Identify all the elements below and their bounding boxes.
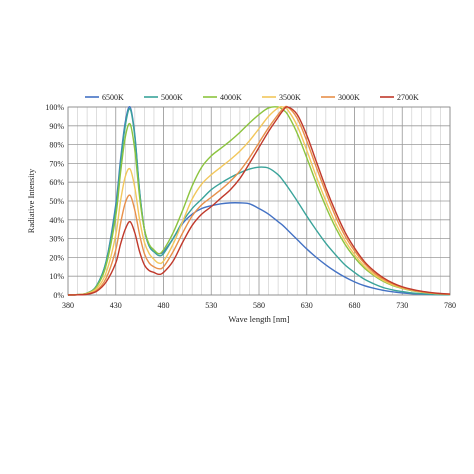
x-tick-label: 730 [396,301,408,310]
x-axis-title: Wave length [nm] [228,314,289,324]
x-tick-label: 780 [444,301,456,310]
x-tick-label: 680 [349,301,361,310]
x-axis-tick-labels: 380 430 480 530 580 630 680 730 780 [62,301,456,310]
x-tick-label: 480 [158,301,170,310]
legend-label-5000k: 5000K [161,93,183,102]
y-axis-title: Radiative Intensity [26,168,36,233]
legend-label-2700k: 2700K [397,93,419,102]
series-line-3000k [67,105,451,296]
x-tick-label: 630 [301,301,313,310]
x-tick-label: 380 [62,301,74,310]
y-tick-label: 80% [49,141,64,150]
y-tick-label: 60% [49,178,64,187]
y-tick-label: 40% [49,216,64,225]
series-lines [67,105,451,296]
y-tick-label: 20% [49,253,64,262]
series-line-4000k [67,106,451,296]
y-tick-label: 50% [49,197,64,206]
series-line-5000k [67,107,451,296]
x-tick-label: 580 [253,301,265,310]
y-tick-label: 90% [49,122,64,131]
series-line-6500k [67,105,451,296]
y-tick-label: 70% [49,159,64,168]
y-tick-label: 30% [49,235,64,244]
y-tick-label: 10% [49,272,64,281]
y-tick-label: 0% [53,291,64,300]
legend-label-3500k: 3500K [279,93,301,102]
series-line-2700k [67,106,451,296]
plot-area-frame [67,106,451,296]
legend-label-6500k: 6500K [102,93,124,102]
x-tick-label: 530 [205,301,217,310]
legend-label-4000k: 4000K [220,93,242,102]
series-line-3500k [67,106,451,296]
legend: 6500K 5000K 4000K 3500K 3000K 2700K [85,93,419,102]
legend-label-3000k: 3000K [338,93,360,102]
x-tick-label: 430 [110,301,122,310]
y-tick-label: 100% [45,103,64,112]
y-axis-tick-labels: 0% 10% 20% 30% 40% 50% 60% 70% 80% 90% 100% [45,103,64,300]
